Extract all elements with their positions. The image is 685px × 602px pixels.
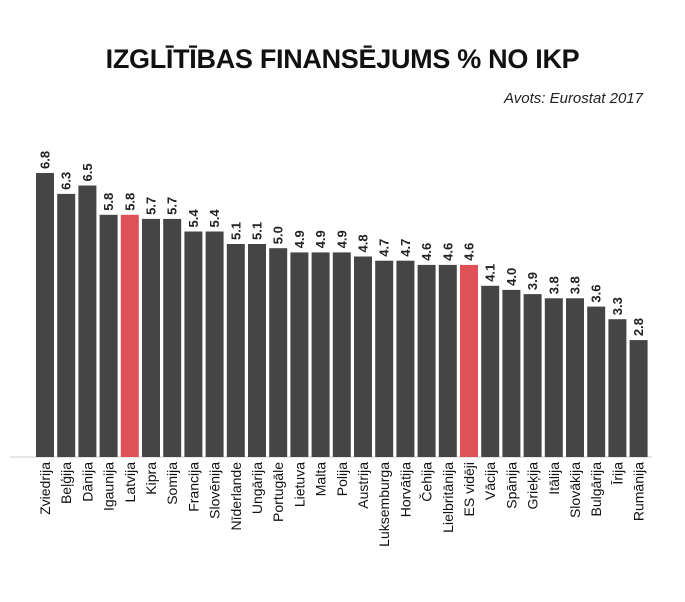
- bar-2: [78, 185, 97, 457]
- value-label-4: 5.8: [122, 193, 137, 211]
- bar-11: [269, 248, 288, 457]
- value-label-22: 4.0: [504, 268, 519, 286]
- category-label-24: Itālija: [546, 462, 562, 495]
- bar-15: [354, 256, 372, 457]
- value-label-23: 3.9: [525, 272, 540, 290]
- bar-0: [36, 173, 54, 457]
- category-label-1: Beļģija: [58, 462, 74, 504]
- category-label-3: Igaunija: [101, 462, 117, 511]
- category-label-16: Luksemburga: [376, 462, 392, 547]
- value-label-28: 2.8: [631, 318, 646, 336]
- value-label-26: 3.6: [589, 285, 604, 303]
- bar-26: [587, 306, 606, 457]
- category-label-25: Slovākija: [567, 462, 583, 518]
- value-label-13: 4.9: [313, 230, 328, 248]
- category-label-26: Bulgārija: [588, 462, 604, 517]
- value-label-11: 5.0: [271, 226, 286, 244]
- value-label-24: 3.8: [546, 276, 561, 294]
- bar-23: [523, 294, 542, 457]
- bar-8: [205, 231, 224, 457]
- bars-group: [36, 173, 648, 457]
- value-label-6: 5.7: [165, 197, 180, 215]
- bar-21: [481, 285, 500, 457]
- bar-18: [417, 264, 436, 457]
- value-label-7: 5.4: [186, 209, 201, 228]
- value-label-0: 6.8: [38, 151, 53, 169]
- category-label-8: Slovēnija: [207, 462, 223, 519]
- bar-1: [57, 193, 76, 457]
- bar-22: [502, 289, 521, 457]
- value-label-8: 5.4: [207, 209, 222, 228]
- value-label-16: 4.7: [377, 239, 392, 257]
- bar-10: [248, 244, 266, 457]
- bar-16: [375, 260, 394, 457]
- chart-title: IZGLĪTĪBAS FINANSĒJUMS % NO IKP: [105, 44, 580, 74]
- category-label-9: Nīderlande: [228, 462, 244, 531]
- category-label-4: Latvija: [122, 462, 138, 503]
- value-label-10: 5.1: [250, 222, 265, 240]
- value-label-2: 6.5: [80, 163, 95, 181]
- category-label-18: Čehija: [419, 462, 435, 502]
- value-label-5: 5.7: [144, 197, 159, 215]
- category-label-14: Polija: [334, 462, 350, 496]
- bar-25: [566, 298, 584, 457]
- bar-4: [120, 214, 139, 457]
- value-label-27: 3.3: [610, 297, 625, 315]
- bar-12: [290, 252, 309, 457]
- bar-9: [226, 244, 245, 457]
- category-label-27: Īrija: [609, 462, 625, 485]
- category-label-0: Zviedrija: [37, 462, 53, 515]
- category-label-20: ES vidēji: [461, 462, 477, 516]
- category-label-19: Lielbritānija: [440, 462, 456, 533]
- value-label-17: 4.7: [398, 239, 413, 257]
- value-label-21: 4.1: [483, 264, 498, 282]
- bar-6: [163, 218, 182, 457]
- category-label-6: Somija: [164, 462, 180, 505]
- chart-source: Avots: Eurostat 2017: [504, 90, 643, 107]
- value-label-15: 4.8: [356, 234, 371, 252]
- bar-27: [608, 319, 627, 457]
- category-label-7: Francija: [185, 462, 201, 512]
- category-label-2: Dānija: [79, 462, 95, 502]
- value-label-12: 4.9: [292, 230, 307, 248]
- value-label-19: 4.6: [440, 243, 455, 261]
- value-label-20: 4.6: [462, 243, 477, 261]
- bar-20: [460, 264, 478, 457]
- bar-7: [184, 231, 203, 457]
- category-label-17: Horvātija: [397, 462, 413, 517]
- value-label-1: 6.3: [59, 172, 74, 190]
- value-label-14: 4.9: [334, 230, 349, 248]
- value-label-9: 5.1: [228, 222, 243, 240]
- category-label-22: Spānija: [503, 462, 519, 509]
- bar-17: [396, 260, 415, 457]
- bar-24: [544, 298, 563, 457]
- value-labels-group: 6.8 6.3 6.5 5.8 5.8 5.7 5.7 5.4 5.4 5.1 5.1 5.0 4.9 4…: [38, 151, 647, 336]
- bar-5: [142, 218, 160, 457]
- category-label-23: Grieķija: [525, 462, 541, 510]
- value-label-18: 4.6: [419, 243, 434, 261]
- category-label-10: Ungārija: [249, 462, 265, 514]
- bar-13: [311, 252, 330, 457]
- bar-19: [438, 264, 457, 457]
- value-label-3: 5.8: [101, 193, 116, 211]
- category-labels-group: Zviedrija Beļģija Dānija Igaunija Latvija Kip…: [37, 462, 647, 547]
- bar-14: [332, 252, 351, 457]
- category-label-28: Rumānija: [631, 462, 647, 521]
- category-label-21: Vācija: [482, 462, 498, 500]
- category-label-13: Malta: [313, 462, 329, 496]
- bar-28: [629, 340, 648, 457]
- category-label-5: Kipra: [143, 462, 159, 495]
- value-label-25: 3.8: [568, 276, 583, 294]
- category-label-11: Portugāle: [270, 462, 286, 522]
- bar-3: [99, 214, 118, 457]
- category-label-12: Lietuva: [291, 462, 307, 507]
- category-label-15: Austrija: [355, 462, 371, 509]
